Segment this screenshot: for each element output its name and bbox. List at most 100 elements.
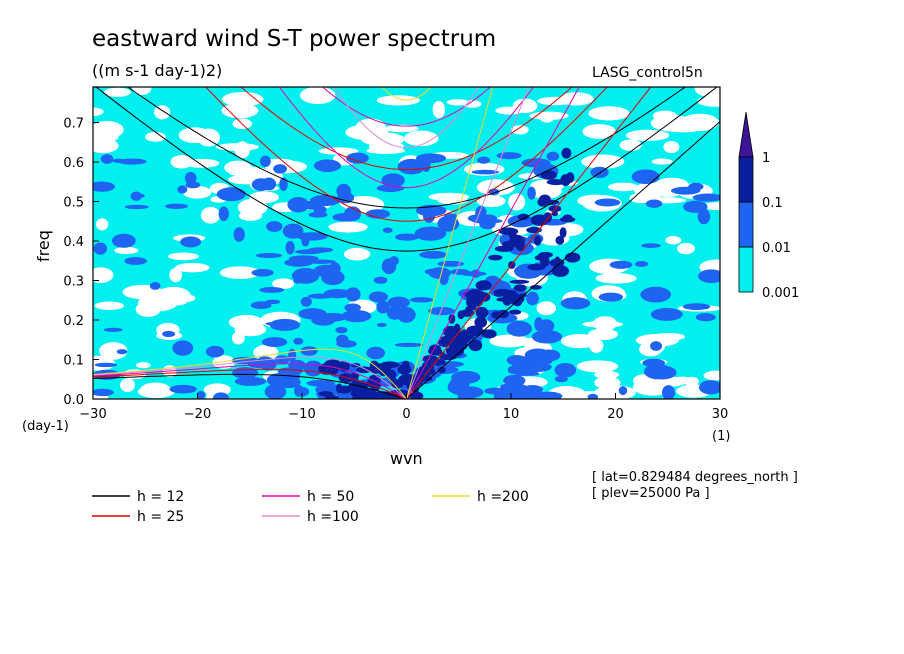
dispersion-curve [93,356,407,399]
legend: h = 12 h = 25 h = 50 h =100 h =200 [92,489,529,525]
mid-power-patch [234,376,267,386]
mid-power-patch [180,236,202,248]
mid-power-patch [471,169,500,175]
low-power-patch [361,132,405,147]
dispersion-curve [406,87,580,399]
low-power-patch [595,273,637,284]
mid-power-patch [376,184,405,192]
mid-power-patch [381,258,397,275]
low-power-patch [576,360,619,373]
low-power-patch [103,87,131,97]
x-tick-label: 0 [402,407,410,422]
legend-label: h = 50 [307,489,354,505]
low-power-patch [432,100,446,119]
mid-power-patch [285,240,295,255]
low-power-patch [582,124,616,139]
dispersion-curves [93,87,720,399]
low-power-patch [175,262,210,273]
mid-power-patch [641,243,661,248]
mid-power-patch [366,346,385,360]
mid-power-patch [177,185,188,194]
dispersion-curve [93,368,407,399]
mid-power-patch [507,383,531,399]
mid-power-patch [259,286,285,293]
high-power-patch [467,289,483,299]
low-power-patch [231,331,245,345]
low-power-patch [145,132,166,142]
mid-power-patch [527,186,536,200]
mid-power-patch [529,392,552,399]
mid-power-patch [165,203,188,209]
low-power-patch [132,87,152,95]
low-power-patch [237,198,268,217]
mid-power-patch [381,173,405,188]
mid-power-patch [196,390,206,399]
low-power-patch [170,155,193,169]
high-power-patch [533,235,542,246]
low-power-patch [299,87,336,104]
dispersion-curve [406,121,720,399]
low-power-patch [677,242,695,255]
mid-power-patch [346,152,369,164]
low-power-patch [608,182,639,192]
high-power-patch [428,344,442,354]
mid-power-patch [428,267,451,279]
mid-power-patch [422,157,431,173]
mid-power-patch [93,181,115,192]
dispersion-curve [95,87,718,252]
mid-power-patch [118,158,147,165]
mid-power-patch [328,262,341,275]
low-power-patch [272,278,295,290]
y-tick-label: 0.6 [63,156,84,171]
high-power-patch [475,280,492,291]
high-power-patch [475,306,489,319]
low-power-patch [703,370,720,381]
mid-power-patch [277,367,303,376]
mid-power-patch [233,227,245,242]
mid-power-patch [216,187,246,202]
mid-power-patch [368,291,388,303]
mid-power-patch [387,296,410,309]
mid-power-patch [300,346,318,356]
y-axis-ticks: 0.0 0.1 0.2 0.3 0.4 0.5 0.6 0.7 [63,117,99,408]
legend-label: h = 12 [137,489,184,505]
mid-power-patch [116,349,128,355]
y-tick-label: 0.7 [63,117,84,132]
high-power-patch [498,309,509,319]
mid-power-patch [496,152,522,160]
high-power-patch [318,391,334,397]
low-power-patch [588,106,630,121]
mid-power-patch [587,393,599,399]
chart-subtitle: ((m s-1 day-1)2) [92,61,222,80]
mid-power-patch [467,213,498,223]
mid-power-patch [232,367,259,379]
mid-power-patch [310,194,340,207]
mid-power-patch [265,321,288,326]
high-power-patch [551,211,559,217]
low-power-patch [476,195,506,208]
mid-power-patch [260,155,271,167]
y-tick-label: 0.0 [63,393,84,408]
mid-power-patch [531,329,562,344]
colorbar-label: 0.1 [762,196,783,211]
low-power-patch [99,342,128,360]
mid-power-patch [394,342,424,347]
high-power-patch [562,214,573,221]
high-power-patch [538,194,551,204]
high-power-patch [421,355,439,363]
mid-power-patch [682,303,711,311]
power-band-0p1-1 [318,147,581,399]
mid-power-patch [124,204,149,210]
high-power-patch [540,170,557,180]
low-power-patch [697,95,720,107]
mid-power-patch [594,198,621,207]
low-power-patch [93,267,114,283]
annotation-lat: [ lat=0.829484 degrees_north ] [592,470,798,485]
x-tick-label: −20 [184,407,211,422]
mid-power-patch [395,233,419,241]
high-power-patch [559,227,567,238]
low-power-patch [665,236,682,245]
mid-power-patch [218,206,229,222]
mid-power-patch [321,269,345,286]
